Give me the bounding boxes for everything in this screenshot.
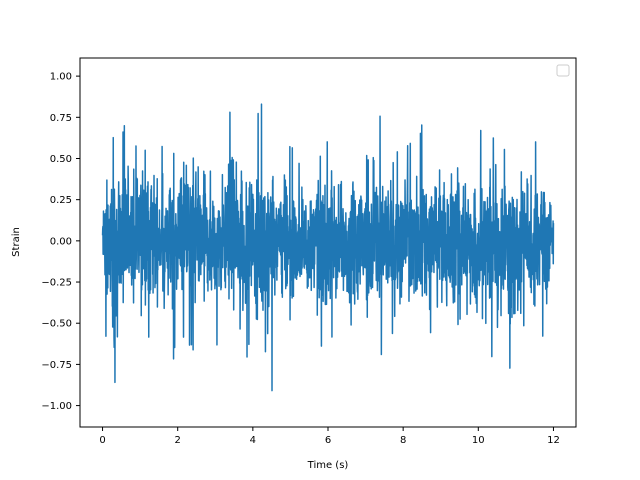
x-tick-label: 4 [250, 435, 256, 446]
y-tick-label: 0.25 [50, 195, 72, 206]
y-tick-label: 0.50 [50, 154, 72, 165]
x-tick-label: 12 [547, 435, 560, 446]
x-axis-label: Time (s) [307, 460, 349, 471]
y-tick-label: 0.00 [50, 236, 72, 247]
x-tick-label: 10 [472, 435, 485, 446]
y-tick-label: −0.50 [41, 319, 72, 330]
y-tick-label: −1.00 [41, 401, 72, 412]
x-tick-label: 2 [175, 435, 181, 446]
x-tick-label: 0 [99, 435, 105, 446]
y-axis-label: Strain [11, 227, 22, 257]
x-axis-ticks: 0 2 4 6 8 10 12 [99, 427, 560, 446]
x-tick-label: 6 [325, 435, 331, 446]
legend-box [556, 64, 570, 77]
strain-series-line [101, 103, 555, 392]
y-tick-label: 0.75 [50, 113, 72, 124]
y-tick-label: 1.00 [50, 72, 72, 83]
series-layer [101, 103, 555, 392]
y-axis-ticks: −1.00 −0.75 −0.50 −0.25 0.00 0.25 0.50 0.75 1.00 [41, 72, 80, 412]
y-tick-label: −0.75 [41, 360, 72, 371]
y-tick-label: −0.25 [41, 278, 72, 289]
x-tick-label: 8 [400, 435, 406, 446]
